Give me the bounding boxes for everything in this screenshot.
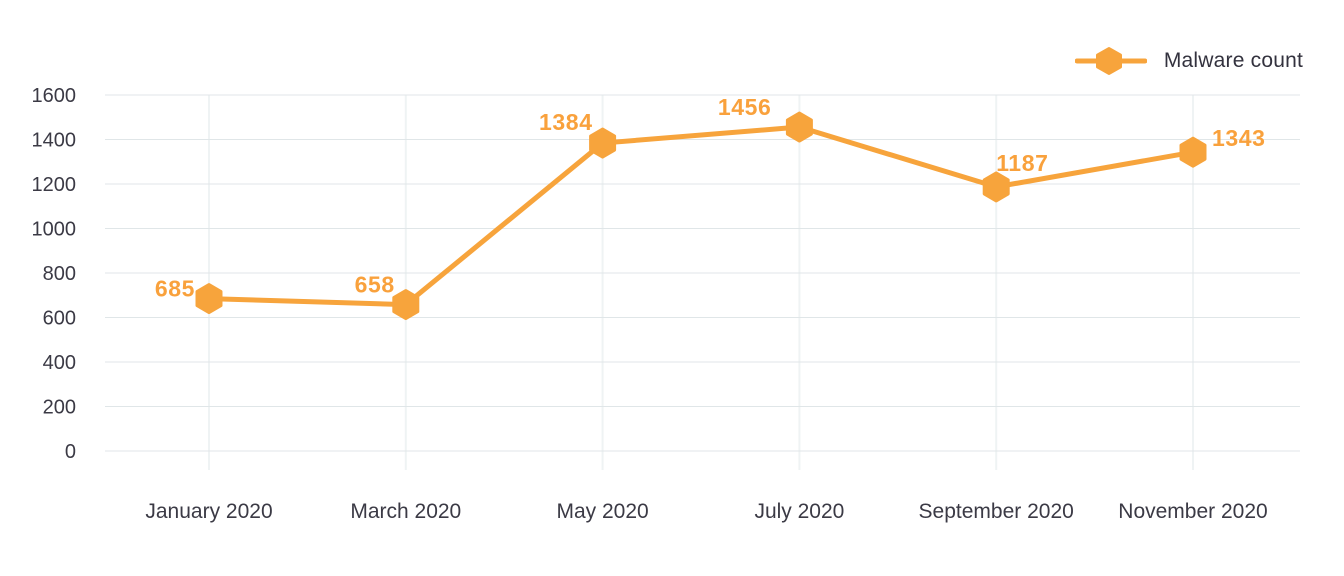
data-label: 1384 [539,109,593,135]
y-tick-label: 200 [43,397,76,419]
legend-marker-icon [1074,47,1147,75]
y-tick-label: 1200 [32,174,77,196]
x-axis-label: September 2020 [919,500,1074,523]
data-label: 1187 [996,150,1048,176]
x-axis-label: November 2020 [1118,500,1267,523]
legend-item-malware-count[interactable]: Malware count [1074,46,1303,76]
data-point-marker[interactable] [785,111,813,143]
data-point-marker[interactable] [589,127,617,159]
x-axis-label: January 2020 [145,500,272,523]
y-tick-label: 1000 [32,219,77,241]
legend-label: Malware count [1163,49,1303,72]
data-point-marker[interactable] [392,289,420,321]
x-axis-label: May 2020 [556,500,648,523]
data-label: 1456 [718,94,772,120]
series-line-malware-count [206,124,1196,308]
data-point-marker[interactable] [1179,136,1207,168]
y-tick-label: 600 [43,308,76,330]
x-axis-label: July 2020 [754,500,844,523]
y-tick-label: 1600 [32,85,77,107]
x-axis-label: March 2020 [350,500,461,523]
y-tick-label: 1400 [32,130,77,152]
y-tick-label: 400 [43,352,76,374]
data-point-marker[interactable] [195,283,223,315]
data-point-marker[interactable] [982,171,1010,203]
y-tick-label: 800 [43,263,76,285]
data-label: 658 [355,272,395,298]
y-tick-label: 0 [65,441,76,463]
data-label: 685 [155,276,195,302]
legend-hexagon-glyph [1095,47,1122,75]
data-label: 1343 [1212,125,1266,151]
